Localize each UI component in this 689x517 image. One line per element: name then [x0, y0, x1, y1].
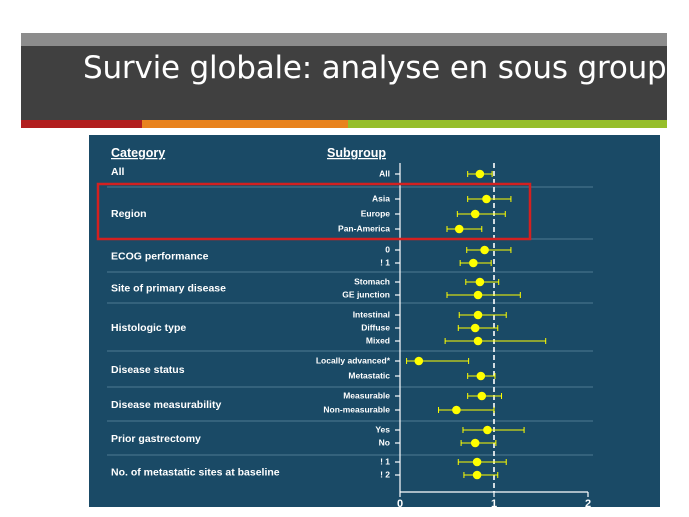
subgroup-label: Mixed — [366, 335, 390, 345]
subgroup-label: ! 2 — [380, 469, 390, 479]
hr-point — [482, 194, 491, 204]
forest-plot: Category Subgroup 0 1 2 All All Region Asia Europ… — [89, 135, 660, 510]
hr-point — [472, 470, 482, 480]
hr-point — [470, 209, 480, 219]
subgroup-label: ! 1 — [380, 257, 390, 267]
subgroup-label: Europe — [361, 208, 391, 218]
hr-point — [414, 356, 424, 366]
hr-point — [473, 336, 483, 346]
slide-title: Survie globale: analyse en sous groupe — [83, 50, 686, 86]
subgroup-label: ! 1 — [380, 456, 390, 466]
hr-point — [473, 310, 483, 320]
category-label: Histologic type — [111, 322, 186, 334]
x-tick-label: 0 — [397, 498, 403, 507]
hr-point — [476, 371, 486, 381]
title-top-band — [21, 33, 667, 46]
forest-plot-svg: Category Subgroup 0 1 2 All All Region Asia Europ… — [89, 135, 660, 510]
category-label: Region — [111, 208, 147, 220]
hr-point — [473, 290, 483, 300]
hr-point — [480, 245, 489, 255]
region-highlight-box — [96, 182, 532, 241]
subgroup-label: Asia — [372, 193, 390, 203]
subgroup-label: Locally advanced* — [316, 355, 391, 365]
stripe-green — [348, 120, 667, 128]
hr-point — [452, 405, 461, 415]
hr-point — [470, 438, 480, 448]
subgroup-header: Subgroup — [327, 146, 386, 160]
hr-point — [483, 425, 492, 435]
stripe-orange — [142, 120, 348, 128]
accent-stripes — [21, 120, 667, 128]
category-label: Prior gastrectomy — [111, 433, 201, 445]
category-header: Category — [111, 146, 165, 160]
stripe-red — [21, 120, 142, 128]
subgroup-label: GE junction — [342, 289, 390, 299]
subgroup-label: Pan-America — [338, 223, 390, 233]
hr-point — [470, 323, 480, 333]
hr-point — [454, 224, 464, 234]
x-tick-label: 2 — [585, 498, 591, 507]
chart-background — [89, 135, 660, 507]
category-label: No. of metastatic sites at baseline — [111, 466, 280, 478]
subgroup-label: 0 — [385, 244, 390, 254]
subgroup-label: Intestinal — [353, 309, 390, 319]
hr-point — [475, 169, 485, 179]
subgroup-label: Stomach — [354, 276, 390, 286]
subgroup-label: Diffuse — [361, 322, 390, 332]
category-label: ECOG performance — [111, 250, 209, 262]
subgroup-label: No — [379, 437, 390, 447]
category-label: Disease status — [111, 364, 185, 376]
x-tick-label: 1 — [491, 498, 497, 507]
subgroup-label: Metastatic — [348, 370, 390, 380]
subgroup-label: All — [379, 168, 390, 178]
subgroup-label: Measurable — [343, 390, 390, 400]
title-bar: Survie globale: analyse en sous groupe — [21, 46, 686, 120]
category-label: Disease measurability — [111, 399, 221, 411]
category-label: All — [111, 166, 125, 178]
hr-point — [469, 258, 478, 268]
hr-point — [475, 277, 485, 287]
category-label: Site of primary disease — [111, 282, 226, 294]
hr-point — [477, 391, 487, 401]
subgroup-label: Yes — [375, 424, 390, 434]
subgroup-label: Non-measurable — [323, 404, 390, 414]
hr-point — [472, 457, 482, 467]
